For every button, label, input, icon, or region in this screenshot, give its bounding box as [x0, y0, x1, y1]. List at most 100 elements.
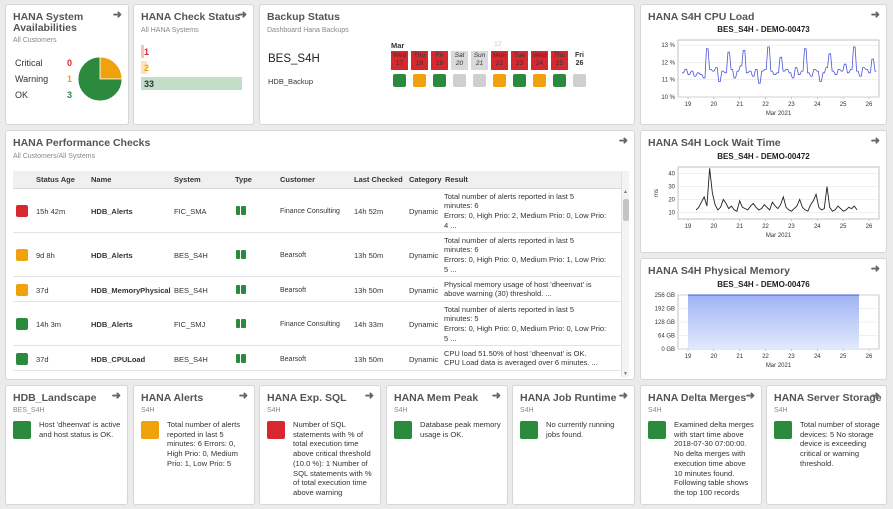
- calendar-date: 17: [395, 60, 404, 67]
- calendar-weekday: Thu: [553, 52, 566, 59]
- status-age: 15h 42m: [36, 207, 66, 216]
- pie-slice-warning: [99, 56, 123, 80]
- book-icon[interactable]: [236, 250, 246, 259]
- memory-y-tick: 256 GB: [655, 293, 675, 299]
- backup-status-square[interactable]: [413, 74, 426, 87]
- arrow-right-icon[interactable]: ➜: [618, 135, 628, 147]
- table-row[interactable]: 37d HDB_CPULoad BES_S4H Bearsoft 13h 50m Dyna…: [13, 346, 621, 371]
- bottom-tile[interactable]: HANA Server Storage ➜ S4H Total number of s…: [766, 385, 887, 505]
- system-name: BES_S4H: [174, 354, 208, 364]
- scrollbar-thumb[interactable]: [623, 199, 629, 221]
- col-status-age[interactable]: Status Age: [36, 175, 75, 184]
- physical-memory-tile[interactable]: HANA S4H Physical Memory ➜ BES_S4H - DEM…: [640, 258, 887, 380]
- table-scrollbar[interactable]: ▲ ▼: [621, 171, 629, 377]
- col-name[interactable]: Name: [91, 175, 112, 184]
- bottom-tile[interactable]: HDB_Landscape ➜ BES_S4H Host 'dheenvat' is …: [5, 385, 128, 505]
- arrow-right-icon[interactable]: ➜: [745, 390, 755, 402]
- arrow-right-icon[interactable]: ➜: [238, 390, 248, 402]
- col-type[interactable]: Type: [235, 175, 252, 184]
- backup-status-square[interactable]: [393, 74, 406, 87]
- col-last-checked[interactable]: Last Checked: [354, 175, 403, 184]
- book-icon-right: [241, 284, 246, 294]
- backup-status-tile[interactable]: Backup Status Dashboard Hana Backups BES…: [259, 4, 635, 125]
- cpu-x-tick: 21: [736, 102, 743, 108]
- scroll-down-arrow-icon[interactable]: ▼: [623, 371, 628, 377]
- table-row[interactable]: 15h 42m HDB_Alerts FIC_SMA Finance Consulti…: [13, 189, 621, 233]
- bottom-tile[interactable]: HANA Alerts ➜ S4H Total number of alerts re…: [133, 385, 255, 505]
- backup-status-square[interactable]: [493, 74, 506, 87]
- table-row[interactable]: 37d HDB_MemoryPhysical BES_S4H Bearsoft 13h …: [13, 277, 621, 302]
- calendar-date: 21: [475, 60, 484, 67]
- calendar-day-cell[interactable]: Mon 22: [491, 51, 508, 70]
- arrow-right-icon[interactable]: ➜: [112, 9, 122, 21]
- memory-chart-title: BES_S4H - DEMO-00476: [717, 280, 810, 289]
- backup-type-label: HDB_Backup: [268, 77, 314, 86]
- bottom-tile-title: HANA Alerts: [141, 392, 204, 404]
- calendar-day-cell[interactable]: Fri 19: [431, 51, 448, 70]
- performance-checks-tile[interactable]: HANA Performance Checks ➜ All Customers/…: [5, 130, 635, 380]
- arrow-right-icon[interactable]: ➜: [364, 390, 374, 402]
- col-system[interactable]: System: [174, 175, 201, 184]
- calendar-day-cell[interactable]: Thu 25: [551, 51, 568, 70]
- backup-status-square[interactable]: [473, 74, 486, 87]
- arrow-right-icon[interactable]: ➜: [618, 390, 628, 402]
- check-name: HDB_Alerts: [91, 207, 133, 216]
- bottom-tile[interactable]: HANA Job Runtime ➜ S4H No currently running…: [512, 385, 635, 505]
- status-age: 37d: [36, 354, 49, 364]
- arrow-right-icon[interactable]: ➜: [870, 135, 880, 147]
- customer-name: Finance Consulting: [280, 321, 340, 328]
- table-row[interactable]: 9d 8h HDB_Alerts BES_S4H Bearsoft 13h 50m Dyn…: [13, 233, 621, 277]
- memory-x-tick: 20: [711, 354, 718, 360]
- arrow-right-icon[interactable]: ➜: [870, 263, 880, 275]
- backup-status-square[interactable]: [573, 74, 586, 87]
- bottom-tile[interactable]: HANA Mem Peak ➜ S4H Database peak memory us…: [386, 385, 508, 505]
- backup-status-square[interactable]: [433, 74, 446, 87]
- calendar-day-cell[interactable]: Tue 23: [511, 51, 528, 70]
- bottom-tile[interactable]: HANA Exp. SQL ➜ S4H Number of SQL statement…: [259, 385, 381, 505]
- result-line: Errors: 0, High Prio: 0, Medium Prio: 1,…: [444, 254, 607, 264]
- result-line: Total number of alerts reported in last …: [444, 304, 575, 314]
- bottom-tile[interactable]: HANA Delta Merges ➜ S4H Examined delta merg…: [640, 385, 762, 505]
- backup-status-square[interactable]: [533, 74, 546, 87]
- result-text: CPU load 51.50% of host 'dheenvat' is OK…: [444, 349, 614, 368]
- lock-wait-tile[interactable]: HANA S4H Lock Wait Time ➜ BES_S4H - DEMO…: [640, 130, 887, 253]
- status-square: [774, 421, 792, 439]
- memory-area-chart: 256 GB 192 GB 128 GB 64 GB 0 GB 19 20 21 22 23 24 2…: [655, 293, 880, 369]
- backup-status-square[interactable]: [453, 74, 466, 87]
- book-icon-right: [241, 250, 246, 259]
- calendar-day-cell[interactable]: Sat 20: [451, 51, 468, 70]
- availability-tile[interactable]: HANA System Availabilities ➜ All Custome…: [5, 4, 129, 125]
- result-line: 5 ...: [444, 333, 457, 343]
- arrow-right-icon[interactable]: ➜: [237, 9, 247, 21]
- check-status-bar-2[interactable]: [141, 77, 242, 90]
- calendar-day-cell[interactable]: Sun 21: [471, 51, 488, 70]
- arrow-right-icon[interactable]: ➜: [870, 9, 880, 21]
- check-status-bar-0[interactable]: [141, 45, 145, 58]
- col-category[interactable]: Category: [409, 175, 442, 184]
- calendar-day-cell[interactable]: Fri 26: [571, 51, 588, 70]
- col-customer[interactable]: Customer: [280, 175, 316, 184]
- result-line: CPU load 51.50% of host 'dheenvat' is OK…: [444, 348, 587, 358]
- check-status-bar-1[interactable]: [141, 61, 148, 74]
- result-line: Errors: 0, High Prio: 2, Medium Prio: 0,…: [444, 210, 607, 220]
- calendar-day-cell[interactable]: Wed 24: [531, 51, 548, 70]
- book-icon-left: [236, 206, 241, 215]
- backup-title: Backup Status: [267, 11, 340, 23]
- arrow-right-icon[interactable]: ➜: [491, 390, 501, 402]
- calendar-day-cell[interactable]: Thu 18: [411, 51, 428, 70]
- book-icon[interactable]: [236, 319, 246, 328]
- book-icon[interactable]: [236, 284, 246, 294]
- book-icon[interactable]: [236, 206, 246, 215]
- arrow-right-icon[interactable]: ➜: [870, 390, 880, 402]
- status-square: [16, 249, 28, 261]
- scroll-up-arrow-icon[interactable]: ▲: [623, 189, 628, 195]
- table-row[interactable]: 14h 3m HDB_Alerts FIC_SMJ Finance Consultin…: [13, 302, 621, 346]
- backup-status-square[interactable]: [513, 74, 526, 87]
- check-status-tile[interactable]: HANA Check Status ➜ All HANA Systems 1 2 3…: [133, 4, 254, 125]
- col-result[interactable]: Result: [445, 175, 468, 184]
- backup-status-square[interactable]: [553, 74, 566, 87]
- book-icon[interactable]: [236, 353, 246, 363]
- cpu-load-tile[interactable]: HANA S4H CPU Load ➜ BES_S4H - DEMO-00473…: [640, 4, 887, 125]
- calendar-day-cell[interactable]: Wed 17: [391, 51, 408, 70]
- arrow-right-icon[interactable]: ➜: [111, 390, 121, 402]
